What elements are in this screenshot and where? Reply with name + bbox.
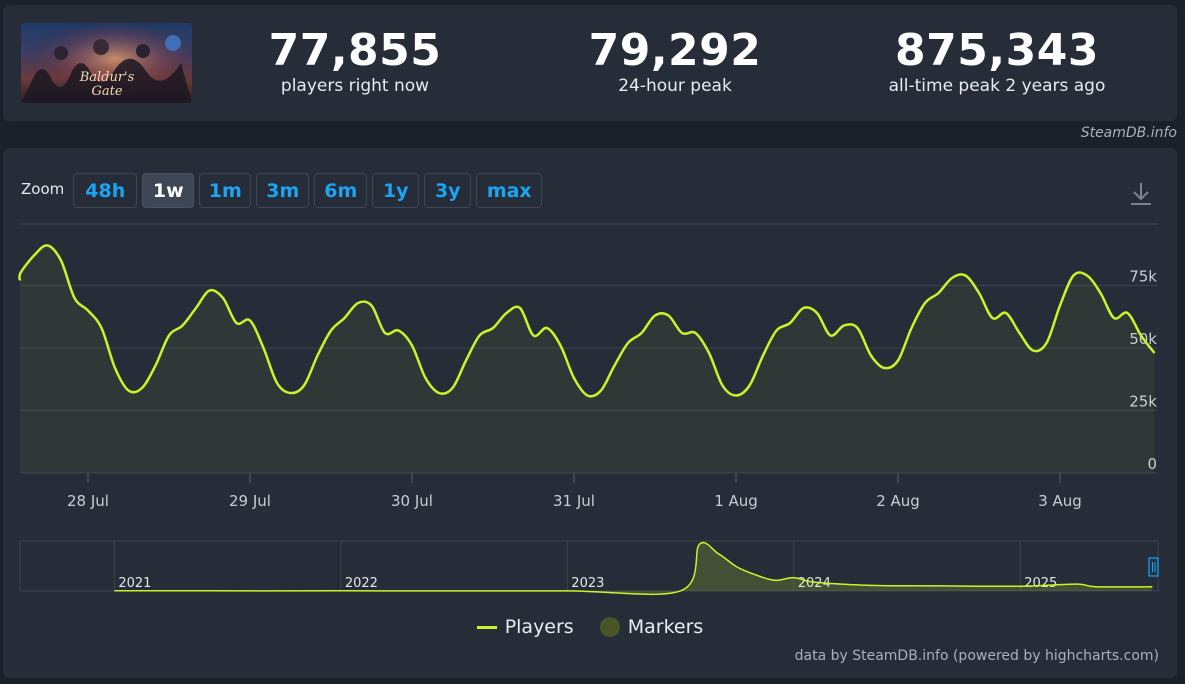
download-icon[interactable] [1129,181,1153,207]
navigator-year-label: 2022 [345,576,378,591]
zoom-controls: Zoom 48h 1w 1m 3m 6m 1y 3y max [21,173,547,208]
baldurs-gate-logo-image: Baldur's Gate [21,23,192,103]
steamdb-credit-top[interactable]: SteamDB.info [1080,125,1177,141]
zoom-button-3y[interactable]: 3y [424,173,472,208]
zoom-button-1m[interactable]: 1m [199,173,252,208]
current-players-value: 77,855 [268,25,442,76]
y-tick-label: 0 [1147,455,1157,473]
x-tick-label: 29 Jul [229,492,271,510]
navigator-line [114,541,1153,596]
y-tick-label: 75k [1129,268,1157,286]
peak24-stat: 79,292 24-hour peak [525,27,825,97]
x-tick-label: 28 Jul [67,492,109,510]
navigator-year-label: 2023 [571,576,604,591]
navigator-year-label: 2021 [118,576,151,591]
highcharts-credit[interactable]: data by SteamDB.info (powered by highcha… [794,648,1159,664]
current-players-stat: 77,855 players right now [205,27,505,97]
peak24-label: 24-hour peak [618,76,732,96]
y-tick-label: 25k [1129,393,1157,411]
svg-text:Gate: Gate [91,84,122,99]
alltime-peak-value: 875,343 [895,25,1099,76]
legend-players[interactable]: Players [476,616,574,638]
x-tick-label: 3 Aug [1038,492,1082,510]
legend-markers-label: Markers [627,616,704,638]
chart-legend: Players Markers [3,616,1177,638]
alltime-peak-stat: 875,343 all-time peak 2 years ago [847,27,1147,97]
navigator-frame [19,540,1159,592]
legend-markers-swatch [599,617,620,637]
legend-players-label: Players [504,616,574,638]
x-tick-label: 30 Jul [391,492,433,510]
x-tick-label: 2 Aug [876,492,920,510]
zoom-button-48h[interactable]: 48h [73,173,138,208]
peak24-value: 79,292 [588,25,762,76]
zoom-button-1y[interactable]: 1y [372,173,420,208]
zoom-button-1w[interactable]: 1w [142,173,195,208]
legend-markers[interactable]: Markers [599,616,704,638]
navigator-year-label: 2025 [1024,576,1057,591]
alltime-peak-label: all-time peak 2 years ago [888,76,1106,96]
x-tick-label: 31 Jul [553,492,595,510]
zoom-button-max[interactable]: max [476,173,543,208]
players-line[interactable] [18,244,1156,398]
logo-text: Baldur's [79,70,135,85]
navigator-area [114,542,1153,595]
players-area [19,245,1155,473]
x-tick-label: 1 Aug [714,492,758,510]
zoom-label: Zoom [21,179,65,198]
navigator-year-label: 2024 [798,576,831,591]
legend-players-swatch [476,625,497,629]
stats-panel: Baldur's Gate 77,855 players right now 7… [3,5,1177,121]
current-players-label: players right now [280,76,430,96]
navigator-handle[interactable] [1148,557,1159,577]
game-thumbnail[interactable]: Baldur's Gate [21,23,192,103]
zoom-button-3m[interactable]: 3m [256,173,310,208]
zoom-button-6m[interactable]: 6m [314,173,368,208]
chart-panel: 0 25k 50k 75k 28 Jul 29 Jul 30 Jul 31 Jul 1 Aug 2… [3,148,1177,678]
